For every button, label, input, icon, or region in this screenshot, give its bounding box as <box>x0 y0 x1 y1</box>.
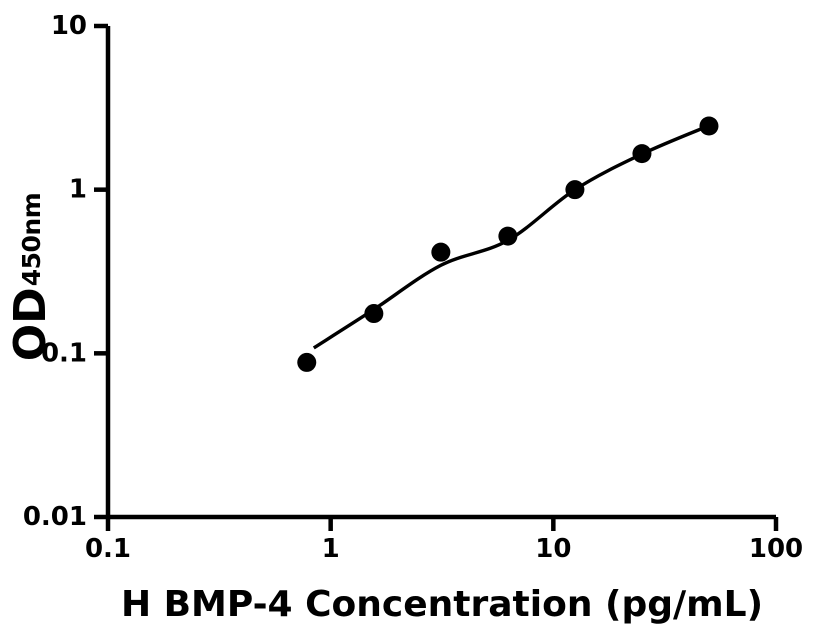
y-tick-label: 0.01 <box>23 502 87 532</box>
x-tick-label: 10 <box>535 534 571 564</box>
data-point <box>297 352 317 372</box>
data-point <box>565 180 585 200</box>
y-tick-label: 0.1 <box>41 338 87 368</box>
data-point <box>498 226 518 246</box>
y-tick-label: 1 <box>69 175 87 205</box>
y-tick-label: 10 <box>51 11 87 41</box>
x-tick-label: 1 <box>322 534 340 564</box>
x-tick-label: 100 <box>749 534 803 564</box>
data-point <box>699 116 719 136</box>
data-point <box>364 304 384 324</box>
data-point <box>431 242 451 262</box>
data-point <box>632 144 652 164</box>
y-axis-title-subscript: 450nm <box>16 192 46 287</box>
y-axis-title: OD 450nm <box>5 192 56 362</box>
y-axis-title-main: OD <box>5 287 56 362</box>
x-tick-label: 0.1 <box>85 534 131 564</box>
x-axis-title: H BMP-4 Concentration (pg/mL) <box>120 584 764 625</box>
